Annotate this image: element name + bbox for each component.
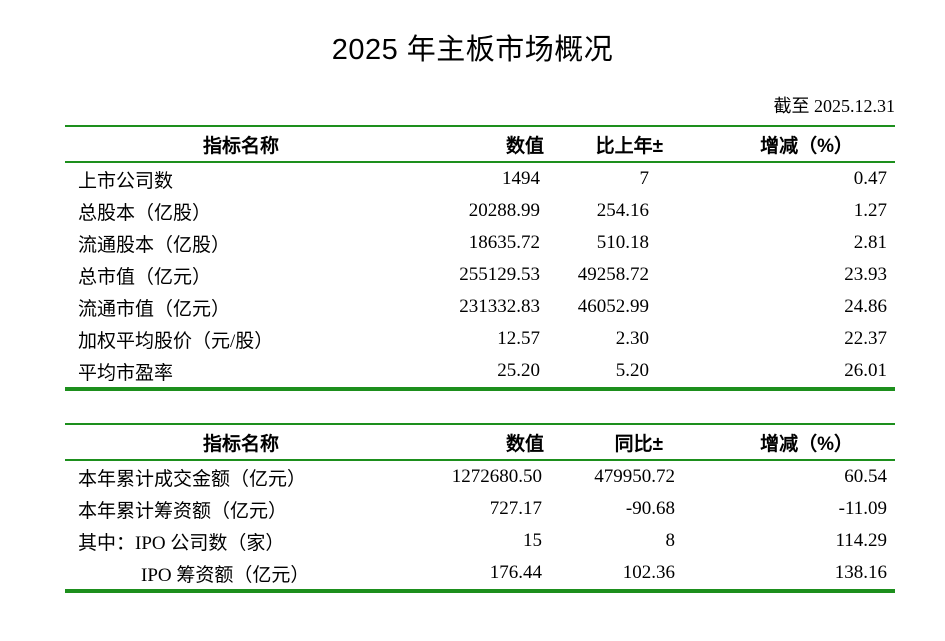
table-row: 总市值（亿元） 255129.53 49258.72 23.93 <box>65 259 895 291</box>
report-page: 2025 年主板市场概况 截至 2025.12.31 指标名称 数值 比上年± … <box>0 26 945 641</box>
pct-change-cell: 138.16 <box>834 562 887 583</box>
change-cell: 254.16 <box>596 200 649 221</box>
change-cell: 7 <box>639 168 650 189</box>
indicator-name-cell: 流通股本（亿股） <box>78 234 231 256</box>
column-header-value: 数值 <box>417 126 547 163</box>
table-row: 本年累计成交金额（亿元） 1272680.50 479950.72 60.54 <box>65 460 895 493</box>
pct-change-cell: 26.01 <box>844 360 887 381</box>
change-cell: 479950.72 <box>594 466 675 487</box>
as-of-date: 截至 2025.12.31 <box>773 96 896 116</box>
header-row: 指标名称 数值 比上年± 增减（%） <box>65 126 895 163</box>
value-cell: 255129.53 <box>459 264 540 285</box>
indicator-name-cell: 加权平均股价（元/股） <box>78 330 274 352</box>
pct-change-cell: 1.27 <box>853 200 887 221</box>
column-header-value: 数值 <box>417 424 547 461</box>
column-header-pct-change: 增减（%） <box>687 424 895 461</box>
indicator-name-cell: 本年累计筹资额（亿元） <box>78 500 288 522</box>
indicator-name-cell: 流通市值（亿元） <box>78 298 231 320</box>
table-row: 流通股本（亿股） 18635.72 510.18 2.81 <box>65 227 895 259</box>
table-row: 总股本（亿股） 20288.99 254.16 1.27 <box>65 195 895 227</box>
indicator-name-cell: 总市值（亿元） <box>78 266 212 288</box>
change-cell: 510.18 <box>596 232 649 253</box>
change-cell: 5.20 <box>615 360 649 381</box>
change-cell: -90.68 <box>625 498 675 519</box>
pct-change-cell: 22.37 <box>844 328 887 349</box>
indicator-name-cell: IPO 筹资额（亿元） <box>141 564 310 586</box>
change-cell: 102.36 <box>622 562 675 583</box>
change-cell: 2.30 <box>615 328 649 349</box>
indicator-name-cell: 上市公司数 <box>78 170 174 192</box>
page-title: 2025 年主板市场概况 <box>331 34 614 66</box>
value-cell: 15 <box>523 530 542 551</box>
pct-change-cell: 24.86 <box>844 296 887 317</box>
pct-change-cell: -11.09 <box>838 498 887 519</box>
table-row: 流通市值（亿元） 231332.83 46052.99 24.86 <box>65 291 895 323</box>
column-header-indicator: 指标名称 <box>65 424 417 461</box>
column-header-yoy-change: 同比± <box>547 424 687 461</box>
table-row: 上市公司数 1494 7 0.47 <box>65 162 895 195</box>
value-cell: 727.17 <box>489 498 542 519</box>
indicator-name-cell: 平均市盈率 <box>78 362 174 384</box>
indicator-name-cell: 本年累计成交金额（亿元） <box>78 468 307 490</box>
indicator-name-cell: 其中：IPO 公司数（家） <box>78 532 285 554</box>
indicator-name-cell: 总股本（亿股） <box>78 202 212 224</box>
pct-change-cell: 23.93 <box>844 264 887 285</box>
pct-change-cell: 60.54 <box>844 466 887 487</box>
pct-change-cell: 0.47 <box>853 168 887 189</box>
table-row: 本年累计筹资额（亿元） 727.17 -90.68 -11.09 <box>65 493 895 525</box>
value-cell: 25.20 <box>497 360 540 381</box>
value-cell: 18635.72 <box>468 232 540 253</box>
change-cell: 49258.72 <box>577 264 649 285</box>
table-row: 其中：IPO 公司数（家） 15 8 114.29 <box>65 525 895 557</box>
value-cell: 231332.83 <box>459 296 540 317</box>
table-row: 平均市盈率 25.20 5.20 26.01 <box>65 355 895 389</box>
trading-summary-table: 指标名称 数值 同比± 增减（%） 本年累计成交金额（亿元） 1272680.5… <box>65 423 895 593</box>
header-row: 指标名称 数值 同比± 增减（%） <box>65 424 895 461</box>
value-cell: 1494 <box>502 168 540 189</box>
value-cell: 12.57 <box>497 328 540 349</box>
column-header-change: 比上年± <box>547 126 687 163</box>
column-header-indicator: 指标名称 <box>65 126 417 163</box>
table-row: 加权平均股价（元/股） 12.57 2.30 22.37 <box>65 323 895 355</box>
value-cell: 1272680.50 <box>451 466 542 487</box>
value-cell: 20288.99 <box>468 200 540 221</box>
market-overview-table: 指标名称 数值 比上年± 增减（%） 上市公司数 1494 7 0.47 总股本… <box>65 125 895 391</box>
change-cell: 46052.99 <box>577 296 649 317</box>
table-row: IPO 筹资额（亿元） 176.44 102.36 138.16 <box>65 557 895 591</box>
change-cell: 8 <box>665 530 676 551</box>
column-header-pct-change: 增减（%） <box>687 126 895 163</box>
value-cell: 176.44 <box>489 562 542 583</box>
pct-change-cell: 2.81 <box>853 232 887 253</box>
pct-change-cell: 114.29 <box>835 530 887 551</box>
